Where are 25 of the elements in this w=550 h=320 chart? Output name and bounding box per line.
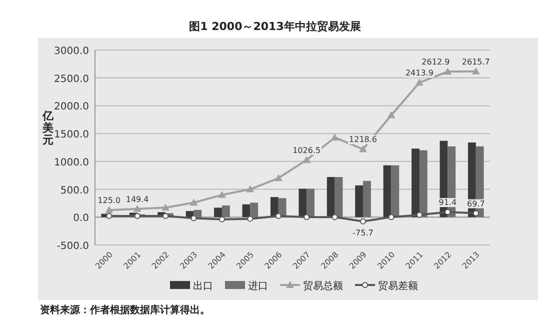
data-label: -75.7 — [352, 228, 374, 238]
data-label: 149.4 — [126, 194, 149, 204]
data-label: 2615.7 — [462, 57, 490, 66]
y-tick-label: 2000.0 — [54, 102, 89, 113]
legend-label: 贸易差额 — [378, 280, 418, 292]
legend-label: 贸易总额 — [303, 280, 343, 292]
data-label: 91.4 — [438, 198, 457, 208]
chart-title: 图1 2000～2013年中拉贸易发展 — [189, 20, 361, 33]
data-label: 2413.9 — [405, 68, 434, 78]
data-label: 125.0 — [98, 196, 121, 206]
data-label: 1026.5 — [292, 146, 321, 155]
y-tick-label: 500.0 — [60, 185, 89, 196]
data-label: 69.7 — [466, 199, 485, 208]
y-tick-label: 2500.0 — [54, 74, 89, 85]
y-tick-label: 3000.0 — [54, 46, 89, 57]
legend-label: 出口 — [193, 280, 213, 292]
text: 资料来源：作者根据数据库计算得出。 — [40, 304, 210, 316]
data-label: 2612.9 — [422, 58, 450, 67]
legend-label: 进口 — [248, 280, 268, 292]
y-tick-label: 1000.0 — [54, 157, 89, 168]
y-tick-label: 0.0 — [73, 213, 89, 224]
y-tick-label: 1500.0 — [54, 130, 89, 141]
y-tick-label: -500.0 — [56, 241, 89, 252]
y-axis-title: 亿美元 — [42, 110, 54, 147]
data-label: 1218.6 — [349, 135, 378, 144]
